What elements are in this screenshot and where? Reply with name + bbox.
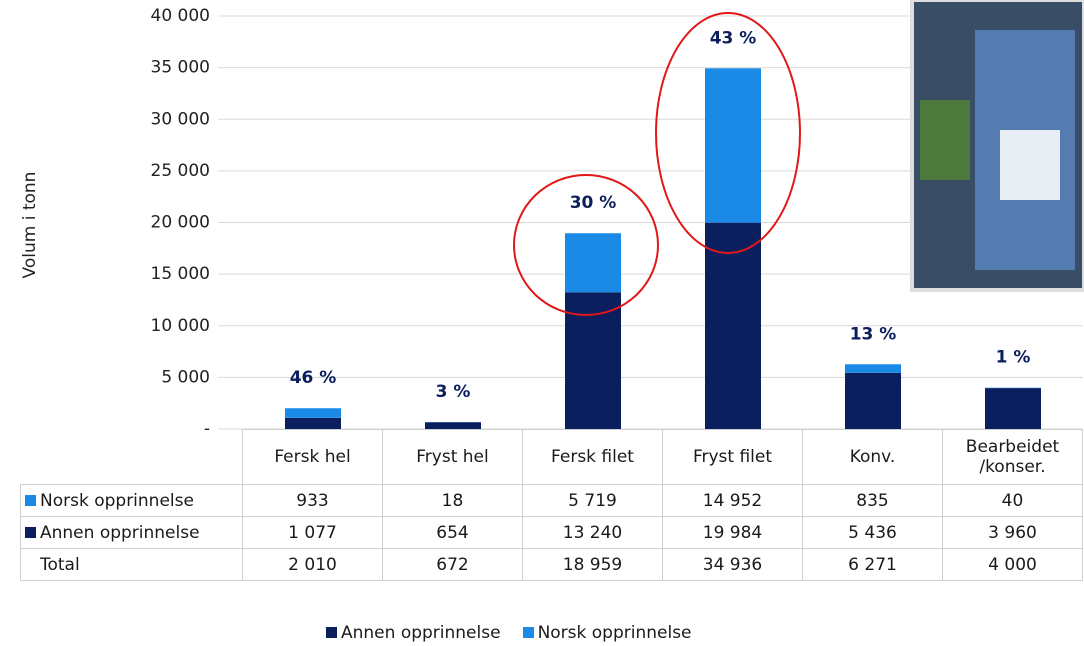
table-value: 672 xyxy=(382,548,523,581)
row-label: Norsk opprinnelse xyxy=(20,484,243,517)
data-table: Fersk hel Fryst hel Fersk filet Fryst filet… xyxy=(20,429,1083,581)
y-tick-label: 5 000 xyxy=(161,367,210,387)
legend-swatch xyxy=(326,627,337,638)
category-label: Bearbeidet /konser. xyxy=(942,429,1083,485)
legend-item: Annen opprinnelse xyxy=(326,623,501,643)
table-value: 40 xyxy=(942,484,1083,517)
bar-segment xyxy=(565,292,621,429)
category-label: Fersk hel xyxy=(242,429,383,485)
bar-segment xyxy=(285,417,341,429)
percent-label: 46 % xyxy=(290,368,337,388)
table-header-row: Fersk hel Fryst hel Fersk filet Fryst filet… xyxy=(21,429,1083,485)
bar-segment xyxy=(705,68,761,223)
table-value: 3 960 xyxy=(942,516,1083,549)
legend: Annen opprinnelse Norsk opprinnelse xyxy=(326,623,714,643)
table-value: 19 984 xyxy=(662,516,803,549)
photo xyxy=(910,0,1084,292)
legend-swatch xyxy=(25,494,36,506)
series-name: Norsk opprinnelse xyxy=(40,490,194,511)
table-row: Annen opprinnelse 1 077 654 13 240 19 984 5 4… xyxy=(20,516,1083,549)
row-label: Annen opprinnelse xyxy=(20,516,243,549)
table-value: 4 000 xyxy=(942,548,1083,581)
category-label: Konv. xyxy=(802,429,943,485)
table-value: 933 xyxy=(242,484,383,517)
percent-label: 30 % xyxy=(570,193,617,213)
table-value: 654 xyxy=(382,516,523,549)
y-tick-label: - xyxy=(204,419,210,439)
table-row: Norsk opprinnelse 933 18 5 719 14 952 835 40 xyxy=(20,484,1083,517)
table-value: 34 936 xyxy=(662,548,803,581)
table-value: 5 719 xyxy=(522,484,663,517)
category-label: Fryst filet xyxy=(662,429,803,485)
percent-label: 3 % xyxy=(436,382,471,402)
series-name: Annen opprinnelse xyxy=(40,522,200,543)
y-axis-label: Volum i tonn xyxy=(20,172,40,279)
legend-swatch xyxy=(25,526,36,538)
table-value: 18 959 xyxy=(522,548,663,581)
table-value: 835 xyxy=(802,484,943,517)
category-label: Fryst hel xyxy=(382,429,523,485)
highlight-ellipse xyxy=(655,12,801,254)
table-value: 5 436 xyxy=(802,516,943,549)
table-value: 2 010 xyxy=(242,548,383,581)
y-tick-label: 30 000 xyxy=(151,109,210,129)
row-label: Total xyxy=(20,548,243,581)
row-spacer xyxy=(25,559,36,570)
y-tick-label: 20 000 xyxy=(151,213,210,233)
empty-cell xyxy=(21,430,243,485)
bar-segment xyxy=(705,222,761,429)
y-tick-label: 25 000 xyxy=(151,161,210,181)
legend-label: Annen opprinnelse xyxy=(341,623,501,643)
bar-segment xyxy=(845,364,901,373)
percent-label: 1 % xyxy=(996,348,1031,368)
bar-segment xyxy=(285,408,341,418)
table-value: 1 077 xyxy=(242,516,383,549)
legend-label: Norsk opprinnelse xyxy=(537,623,692,643)
table-value: 6 271 xyxy=(802,548,943,581)
bar-segment xyxy=(425,422,481,429)
table-value: 18 xyxy=(382,484,523,517)
table-row: Total 2 010 672 18 959 34 936 6 271 4 000 xyxy=(20,548,1083,581)
category-label: Fersk filet xyxy=(522,429,663,485)
total-name: Total xyxy=(40,554,80,575)
percent-label: 43 % xyxy=(710,28,757,48)
legend-item: Norsk opprinnelse xyxy=(522,623,692,643)
bar-segment xyxy=(845,372,901,429)
bar-segment xyxy=(565,233,621,293)
y-tick-label: 10 000 xyxy=(151,316,210,336)
y-tick-label: 40 000 xyxy=(151,6,210,26)
highlight-ellipse xyxy=(513,174,659,316)
y-tick-label: 15 000 xyxy=(151,264,210,284)
table-value: 14 952 xyxy=(662,484,803,517)
table-value: 13 240 xyxy=(522,516,663,549)
bar-segment xyxy=(985,388,1041,429)
percent-label: 13 % xyxy=(850,324,897,344)
legend-swatch xyxy=(522,627,534,638)
y-tick-label: 35 000 xyxy=(151,58,210,78)
